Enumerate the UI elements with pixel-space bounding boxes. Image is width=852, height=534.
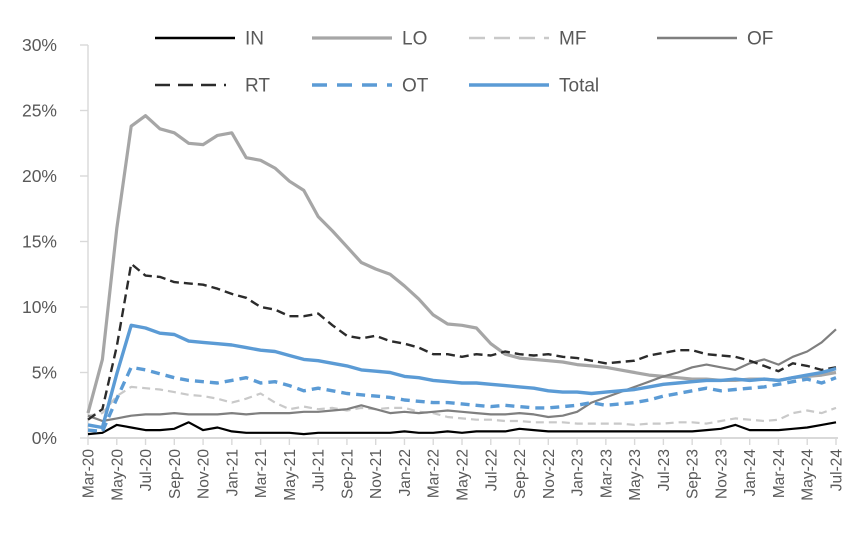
x-tick-label: Nov-23 bbox=[713, 449, 730, 499]
x-tick-label: Jul-21 bbox=[311, 449, 328, 491]
x-tick-label: Sep-20 bbox=[167, 449, 184, 499]
y-tick-label: 25% bbox=[22, 101, 57, 121]
y-tick-label: 30% bbox=[22, 35, 57, 55]
legend-label-RT: RT bbox=[245, 76, 270, 97]
legend-label-OT: OT bbox=[402, 76, 429, 97]
x-tick-label: Mar-24 bbox=[771, 449, 788, 498]
series-line-RT bbox=[87, 262, 837, 421]
x-tick-label: Mar-22 bbox=[426, 449, 443, 498]
series-line-OF bbox=[87, 328, 837, 423]
x-tick-label: Jul-20 bbox=[138, 449, 155, 492]
x-tick-label: Jul-23 bbox=[656, 449, 673, 491]
x-tick-label: May-20 bbox=[109, 449, 126, 501]
legend-label-LO: LO bbox=[402, 29, 427, 50]
x-tick-label: Jan-21 bbox=[224, 449, 241, 496]
x-tick-label: Sep-23 bbox=[685, 449, 702, 499]
x-tick-label: Nov-22 bbox=[541, 449, 558, 499]
y-tick-label: 0% bbox=[32, 428, 57, 448]
x-tick-label: Jul-24 bbox=[829, 449, 846, 492]
x-tick-label: Mar-23 bbox=[598, 449, 615, 498]
legend-label-OF: OF bbox=[747, 29, 773, 50]
y-tick-label: 10% bbox=[22, 297, 57, 317]
y-tick-label: 20% bbox=[22, 166, 57, 186]
x-tick-label: May-21 bbox=[282, 449, 299, 501]
x-tick-label: Nov-20 bbox=[196, 449, 213, 499]
x-tick-label: Mar-20 bbox=[81, 449, 98, 498]
legend-label-IN: IN bbox=[245, 29, 264, 50]
y-tick-label: 15% bbox=[22, 232, 57, 252]
y-tick-label: 5% bbox=[32, 363, 57, 383]
x-tick-label: Jan-24 bbox=[742, 449, 759, 497]
x-tick-label: May-23 bbox=[627, 449, 644, 501]
x-tick-label: May-22 bbox=[455, 449, 472, 501]
series-line-OT bbox=[87, 365, 837, 434]
x-tick-label: Jan-22 bbox=[397, 449, 414, 496]
x-tick-label: Sep-22 bbox=[512, 449, 529, 499]
x-tick-label: May-24 bbox=[800, 449, 817, 501]
legend-label-MF: MF bbox=[559, 29, 586, 50]
x-tick-label: Nov-21 bbox=[368, 449, 385, 499]
series-line-IN bbox=[87, 421, 837, 436]
x-tick-label: Mar-21 bbox=[253, 449, 270, 498]
x-tick-label: Jan-23 bbox=[570, 449, 587, 496]
x-tick-label: Sep-21 bbox=[339, 449, 356, 499]
legend-label-Total: Total bbox=[559, 76, 599, 97]
series-line-MF bbox=[87, 385, 837, 426]
series-line-Total bbox=[87, 323, 837, 430]
x-tick-label: Jul-22 bbox=[483, 449, 500, 491]
